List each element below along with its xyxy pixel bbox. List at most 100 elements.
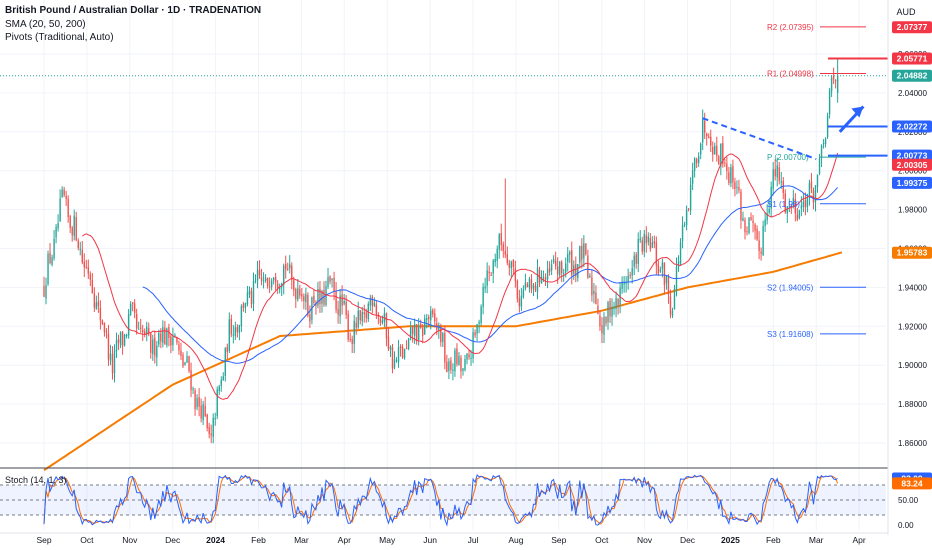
candle-body bbox=[293, 279, 295, 291]
candle-body bbox=[218, 386, 220, 392]
candle-body bbox=[834, 80, 837, 82]
candle-body bbox=[337, 308, 339, 315]
candle-body bbox=[45, 285, 47, 299]
candle-body bbox=[389, 346, 392, 350]
candle-body bbox=[164, 327, 166, 345]
price-badge bbox=[892, 176, 932, 189]
stoch-legend[interactable]: Stoch (14, 1, 3) bbox=[5, 475, 67, 485]
candle-body bbox=[47, 253, 49, 284]
candle-body bbox=[732, 166, 734, 183]
candle-body bbox=[446, 361, 448, 373]
candle-body bbox=[65, 196, 67, 200]
candle-body bbox=[349, 339, 351, 341]
candle-body bbox=[335, 291, 337, 310]
candle-body bbox=[655, 242, 658, 266]
candle-body bbox=[778, 167, 780, 181]
annotations[interactable] bbox=[702, 57, 888, 160]
candle-body bbox=[442, 333, 444, 342]
candle-body bbox=[538, 269, 541, 283]
candle-body bbox=[651, 242, 654, 248]
price-badge-text: 2.04882 bbox=[897, 71, 928, 81]
candle-body bbox=[210, 433, 212, 436]
candles[interactable] bbox=[43, 57, 839, 444]
candle-body bbox=[530, 279, 533, 290]
candle-body bbox=[139, 327, 142, 329]
candle-body bbox=[260, 277, 263, 281]
candle-body bbox=[458, 356, 460, 365]
candle-body bbox=[174, 335, 176, 338]
candle-body bbox=[736, 186, 738, 189]
candle-body bbox=[510, 261, 513, 269]
candle-body bbox=[184, 362, 186, 366]
stoch-k-path bbox=[43, 474, 838, 527]
candle-body bbox=[490, 274, 492, 276]
candle-body bbox=[401, 346, 404, 358]
candle-body bbox=[478, 321, 480, 324]
candle-body bbox=[144, 331, 146, 335]
candle-body bbox=[828, 90, 831, 115]
candle-body bbox=[57, 223, 59, 229]
candle-body bbox=[85, 266, 88, 268]
candle-body bbox=[718, 156, 720, 165]
pivot-levels: R2 (2.07395) R1 (2.04998) P (2.00700) S1 (1… bbox=[767, 23, 866, 339]
candle-body bbox=[480, 306, 482, 324]
time-axis[interactable]: Sep Oct Nov Dec 2024 Feb Mar Apr May Jun Jul Aug Sep… bbox=[0, 532, 888, 545]
candle-body bbox=[657, 264, 660, 274]
candle-body bbox=[623, 281, 625, 285]
candle-body bbox=[97, 301, 100, 307]
price-tick-label: 1.94000 bbox=[898, 283, 927, 292]
candle-body bbox=[258, 269, 261, 276]
symbol-title[interactable]: British Pound / Australian Dollar · 1D ·… bbox=[5, 5, 262, 16]
candle-body bbox=[601, 325, 603, 334]
time-tick-label: Nov bbox=[637, 535, 653, 545]
time-tick-label: Sep bbox=[551, 535, 566, 545]
candle-body bbox=[814, 185, 817, 203]
candle-body bbox=[158, 332, 160, 345]
candle-body bbox=[472, 332, 474, 359]
time-tick-label: Jun bbox=[423, 535, 437, 545]
candle-body bbox=[460, 357, 462, 372]
candle-body bbox=[101, 320, 104, 324]
candle-body bbox=[109, 353, 112, 361]
candle-body bbox=[75, 217, 77, 241]
candle-body bbox=[772, 169, 774, 189]
candle-body bbox=[166, 328, 168, 346]
candle-body bbox=[496, 248, 498, 261]
time-tick-label: Mar bbox=[809, 535, 824, 545]
price-axis[interactable]: AUD 1.86000 1.88000 1.90000 1.92000 1.94000 1.… bbox=[887, 0, 932, 550]
candle-body bbox=[262, 280, 265, 282]
candle-body bbox=[500, 233, 502, 245]
candle-body bbox=[226, 346, 229, 353]
candle-body bbox=[73, 215, 75, 236]
candle-body bbox=[93, 293, 96, 308]
candle-body bbox=[591, 277, 593, 296]
price-badge-text: 2.00305 bbox=[897, 160, 928, 170]
candle-body bbox=[83, 261, 85, 268]
candle-body bbox=[671, 310, 674, 317]
candle-body bbox=[242, 304, 245, 309]
candle-body bbox=[385, 313, 388, 338]
sma-legend[interactable]: SMA (20, 50, 200) bbox=[5, 19, 86, 30]
candle-body bbox=[121, 331, 124, 346]
candle-body bbox=[645, 235, 647, 244]
price-badge bbox=[892, 120, 932, 133]
candle-body bbox=[333, 277, 335, 292]
candle-body bbox=[89, 274, 92, 280]
sma-lines bbox=[82, 152, 839, 400]
candle-body bbox=[486, 270, 488, 286]
candle-body bbox=[790, 206, 793, 208]
candle-body bbox=[615, 298, 617, 309]
candle-body bbox=[353, 320, 355, 344]
candle-body bbox=[738, 187, 740, 191]
candle-body bbox=[234, 327, 237, 336]
pivots-legend[interactable]: Pivots (Traditional, Auto) bbox=[5, 32, 114, 43]
candle-body bbox=[419, 323, 422, 328]
time-tick-label: Oct bbox=[595, 535, 609, 545]
candle-body bbox=[562, 272, 565, 274]
candle-body bbox=[758, 240, 760, 251]
candle-body bbox=[746, 231, 748, 233]
candle-body bbox=[512, 259, 515, 267]
candle-body bbox=[583, 243, 585, 259]
candle-body bbox=[448, 361, 450, 371]
